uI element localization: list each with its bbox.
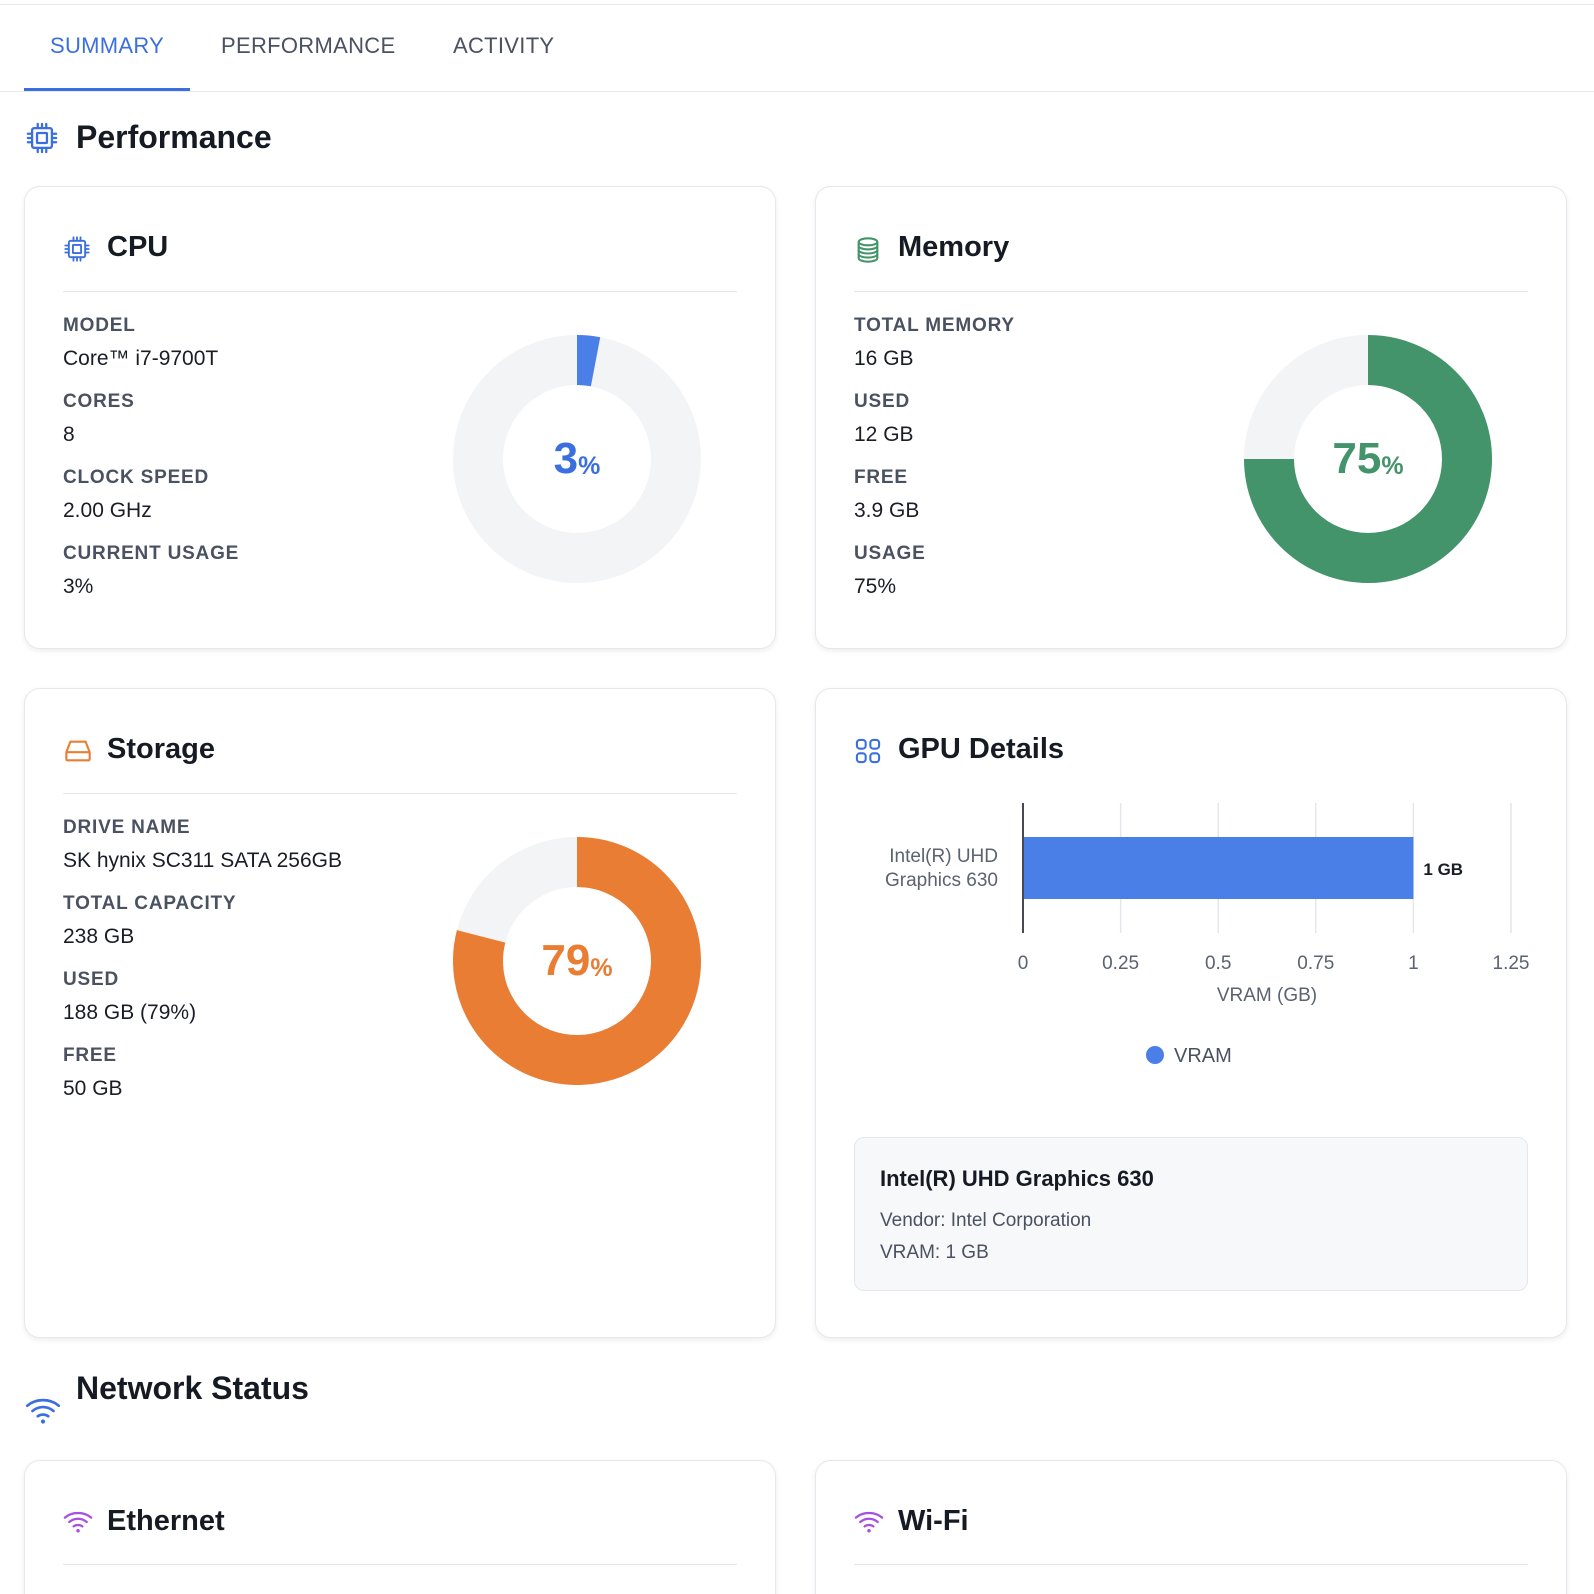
y-category-label: Intel(R) UHD xyxy=(889,846,998,867)
field-value: 75% xyxy=(854,575,897,598)
legend-swatch xyxy=(1146,1046,1164,1064)
gpu-name: Intel(R) UHD Graphics 630 xyxy=(880,1166,1154,1191)
x-tick-label: 0 xyxy=(1018,953,1029,974)
memory-card: Memory TOTAL MEMORY 16 GB USED 12 GB FRE… xyxy=(815,186,1567,649)
x-axis-title: VRAM (GB) xyxy=(1217,985,1317,1006)
section-title-network: Network Status xyxy=(76,1370,309,1406)
x-tick-label: 1 xyxy=(1408,953,1419,974)
memory-usage-donut: 75 % xyxy=(1244,335,1492,583)
field-value: Core™ i7-9700T xyxy=(63,347,219,370)
donut-unit: % xyxy=(578,451,601,480)
field-value: 8 xyxy=(63,423,75,446)
tab-performance[interactable]: PERFORMANCE xyxy=(221,33,396,58)
field-label: FREE xyxy=(854,467,908,488)
storage-fields: DRIVE NAME SK hynix SC311 SATA 256GB TOT… xyxy=(63,817,342,1121)
field-label: CORES xyxy=(63,391,135,412)
gpu-vendor: Vendor: Intel Corporation xyxy=(880,1210,1092,1231)
divider xyxy=(854,291,1528,292)
field-value: 188 GB (79%) xyxy=(63,1001,197,1024)
card-header: Memory xyxy=(854,225,1528,275)
card-header: GPU Details xyxy=(854,727,1528,777)
gpu-info-box: Intel(R) UHD Graphics 630 Vendor: Intel … xyxy=(854,1137,1528,1291)
field-label: DRIVE NAME xyxy=(63,817,191,838)
bar-data-label: 1 GB xyxy=(1423,860,1463,879)
top-border xyxy=(0,4,1594,5)
card-header: Wi-Fi xyxy=(854,1499,1528,1549)
x-tick-label: 0.25 xyxy=(1102,953,1139,974)
donut-arc xyxy=(453,837,701,1085)
card-title: CPU xyxy=(107,231,169,263)
cpu-card: CPU MODEL Core™ i7-9700T CORES 8 CLOCK S… xyxy=(24,186,776,649)
donut-unit: % xyxy=(590,953,613,982)
ethernet-card: Ethernet xyxy=(24,1460,776,1594)
field-value: 16 GB xyxy=(854,347,914,370)
tab-summary[interactable]: SUMMARY xyxy=(50,33,165,58)
hard-drive-icon xyxy=(65,740,91,762)
field-label: TOTAL MEMORY xyxy=(854,315,1015,336)
card-header: CPU xyxy=(63,225,737,275)
donut-value: 3 xyxy=(553,434,579,483)
vram-bar-chart: 0 0.25 0.5 0.75 1 1.25 1 GB Intel(R) UHD Graphic… xyxy=(885,803,1530,1067)
divider xyxy=(63,291,737,292)
x-tick-label: 0.75 xyxy=(1297,953,1334,974)
wifi-card: Wi-Fi xyxy=(815,1460,1567,1594)
field-value: 50 GB xyxy=(63,1077,123,1100)
gpu-vram: VRAM: 1 GB xyxy=(880,1242,989,1263)
divider xyxy=(63,793,737,794)
section-title-performance: Performance xyxy=(76,119,272,155)
card-title: Ethernet xyxy=(107,1505,225,1537)
donut-unit: % xyxy=(1381,451,1404,480)
field-value: 2.00 GHz xyxy=(63,499,152,522)
x-tick-label: 1.25 xyxy=(1493,953,1530,974)
storage-usage-donut: 79 % xyxy=(453,837,701,1085)
cpu-usage-donut: 3 % xyxy=(453,334,701,583)
storage-card: Storage DRIVE NAME SK hynix SC311 SATA 2… xyxy=(24,688,776,1338)
field-label: CURRENT USAGE xyxy=(63,543,240,564)
wifi-icon xyxy=(854,1511,884,1533)
card-header: Ethernet xyxy=(63,1499,737,1549)
field-value: 3.9 GB xyxy=(854,499,920,522)
field-label: USAGE xyxy=(854,543,926,564)
database-icon xyxy=(857,237,879,263)
field-label: CLOCK SPEED xyxy=(63,467,210,488)
wifi-icon xyxy=(63,1511,93,1533)
divider xyxy=(854,1564,1528,1565)
divider xyxy=(63,1564,737,1565)
field-label: MODEL xyxy=(63,315,136,336)
cpu-fields: MODEL Core™ i7-9700T CORES 8 CLOCK SPEED… xyxy=(63,315,239,619)
donut-arc xyxy=(1244,335,1492,583)
gpu-card: GPU Details 0 0.25 0.5 0.75 1 1.25 1 GB Intel(R… xyxy=(815,688,1567,1338)
wifi-icon xyxy=(25,1398,61,1424)
field-label: USED xyxy=(854,391,910,412)
field-value: 238 GB xyxy=(63,925,135,948)
x-tick-label: 0.5 xyxy=(1205,953,1231,974)
card-title: Storage xyxy=(107,733,215,765)
tab-activity[interactable]: ACTIVITY xyxy=(453,33,555,58)
card-title: Memory xyxy=(898,231,1010,263)
donut-value: 79 xyxy=(541,936,591,985)
field-value: 12 GB xyxy=(854,423,914,446)
vram-bar xyxy=(1024,837,1414,899)
grid-icon xyxy=(855,738,881,764)
field-label: USED xyxy=(63,969,119,990)
field-label: TOTAL CAPACITY xyxy=(63,893,237,914)
donut-value: 75 xyxy=(1332,434,1382,483)
card-title: GPU Details xyxy=(898,733,1064,765)
card-title: Wi-Fi xyxy=(898,1505,969,1537)
card-header: Storage xyxy=(63,727,737,777)
donut-arc xyxy=(576,334,601,387)
field-value: 3% xyxy=(63,575,94,598)
tab-bar: SUMMARY PERFORMANCE ACTIVITY xyxy=(0,5,1594,92)
cpu-chip-icon xyxy=(64,236,90,262)
cpu-chip-icon xyxy=(26,122,58,154)
memory-fields: TOTAL MEMORY 16 GB USED 12 GB FREE 3.9 G… xyxy=(854,315,1015,619)
field-value: SK hynix SC311 SATA 256GB xyxy=(63,849,342,872)
y-category-label: Graphics 630 xyxy=(885,870,998,891)
active-tab-indicator xyxy=(24,88,190,91)
legend-label: VRAM xyxy=(1174,1045,1232,1067)
field-label: FREE xyxy=(63,1045,117,1066)
